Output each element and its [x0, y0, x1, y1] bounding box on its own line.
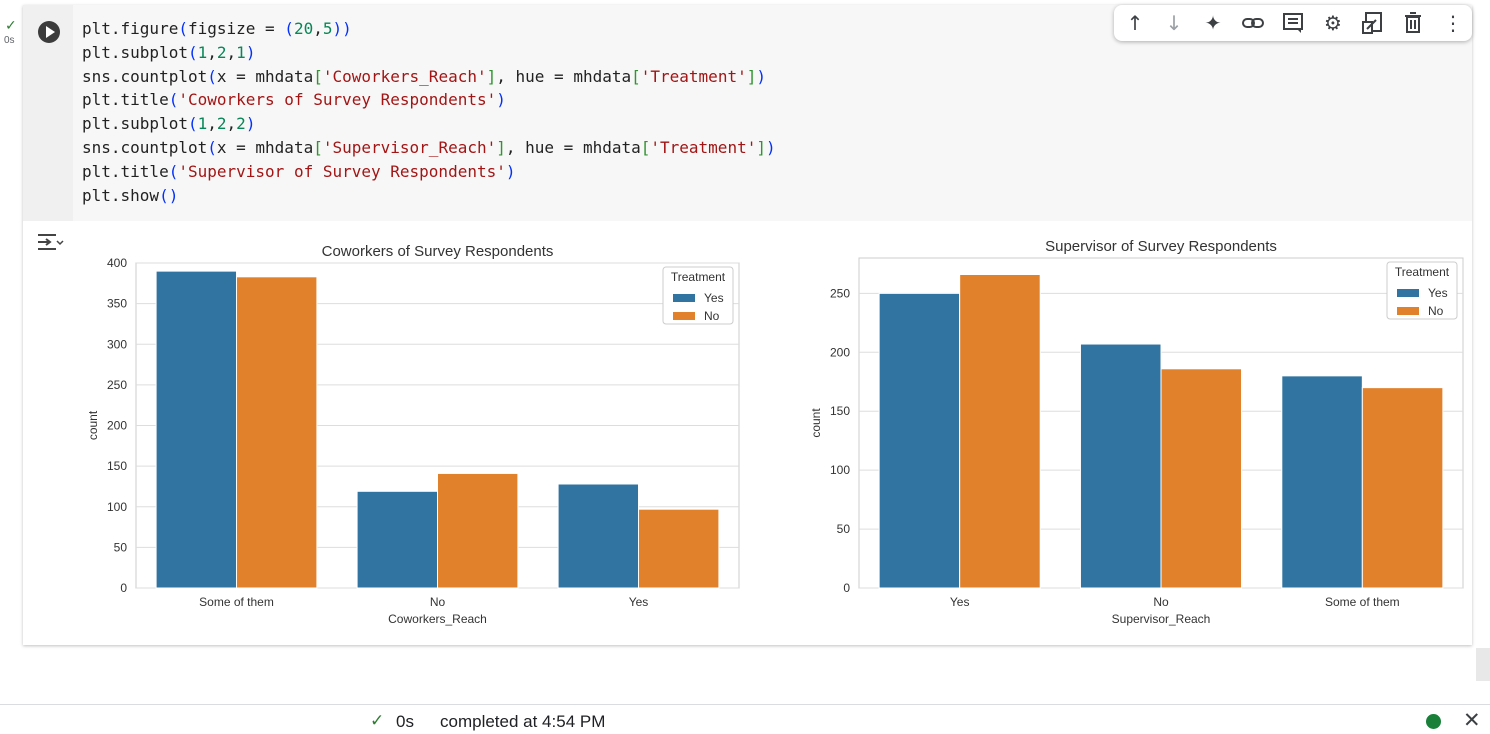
bar	[236, 276, 318, 589]
trash-icon[interactable]	[1400, 10, 1426, 36]
close-icon[interactable]: ✕	[1463, 708, 1481, 732]
arrow-down-icon[interactable]: ↓	[1165, 11, 1183, 35]
legend-swatch	[1397, 307, 1419, 315]
y-tick-label: 0	[843, 581, 850, 595]
x-tick-label: Some of them	[1325, 595, 1400, 609]
cell-toolbar: ↑ ↓ ✦ ⚙ ⋮	[1114, 5, 1472, 41]
y-tick-label: 100	[830, 463, 850, 477]
output-toggle-icon[interactable]	[36, 231, 64, 255]
run-cell-button[interactable]	[38, 21, 60, 43]
more-vert-icon[interactable]: ⋮	[1443, 11, 1463, 35]
x-tick-label: Yes	[950, 595, 970, 609]
bar	[638, 508, 720, 589]
legend-swatch	[1397, 289, 1419, 297]
exec-success-icon: ✓	[5, 18, 17, 34]
legend-label: No	[1428, 304, 1444, 318]
cell-gutter	[23, 5, 73, 221]
link-icon[interactable]	[1240, 10, 1266, 36]
code-line[interactable]: plt.subplot(1,2,1)	[82, 42, 256, 62]
y-tick-label: 100	[107, 500, 127, 514]
code-line[interactable]: sns.countplot(x = mhdata['Supervisor_Rea…	[82, 137, 776, 157]
legend-box	[662, 266, 734, 325]
x-tick-label: Some of them	[199, 595, 274, 609]
plot-output: 0 50 100 150 200 250 300 350 400 Some of them No Ye…	[86, 238, 1464, 626]
bar	[557, 483, 639, 589]
bar	[155, 270, 238, 589]
y-tick-label: 250	[107, 378, 127, 392]
x-tick-label: No	[1153, 595, 1169, 609]
code-editor[interactable]: plt.figure(figsize = (20,5)) plt.subplot…	[73, 5, 1472, 221]
legend-label: Yes	[1428, 286, 1448, 300]
y-tick-label: 350	[107, 297, 127, 311]
gear-icon[interactable]: ⚙	[1324, 11, 1342, 35]
y-tick-label: 250	[830, 286, 850, 300]
legend-swatch	[673, 312, 695, 320]
status-message: completed at 4:54 PM	[440, 712, 606, 731]
legend-title: Treatment	[671, 270, 726, 284]
y-tick-label: 50	[114, 540, 128, 554]
legend-swatch	[673, 294, 695, 302]
x-tick-label: Yes	[629, 595, 649, 609]
code-cell[interactable]: plt.figure(figsize = (20,5)) plt.subplot…	[23, 5, 1472, 645]
y-tick-label: 150	[107, 459, 127, 473]
y-tick-label: 200	[830, 345, 850, 359]
y-tick-label: 50	[837, 522, 851, 536]
bar	[878, 292, 961, 589]
x-axis-label: Coworkers_Reach	[388, 612, 487, 626]
code-line[interactable]: plt.title('Supervisor of Survey Responde…	[82, 161, 516, 181]
exec-time: 0s	[4, 35, 15, 46]
y-tick-label: 300	[107, 337, 127, 351]
bar	[1281, 375, 1363, 589]
bar	[1361, 387, 1444, 589]
y-tick-label: 0	[120, 581, 127, 595]
chart-title: Supervisor of Survey Respondents	[1045, 238, 1277, 255]
code-text[interactable]: plt.figure(figsize = (20,5)) plt.subplot…	[73, 5, 1472, 207]
bar	[959, 274, 1041, 589]
code-line[interactable]: plt.show()	[82, 185, 179, 205]
legend-label: No	[704, 309, 720, 323]
x-tick-label: No	[430, 595, 446, 609]
legend-title: Treatment	[1395, 265, 1450, 279]
code-line[interactable]: plt.subplot(1,2,2)	[82, 114, 256, 134]
connection-status-icon	[1426, 714, 1441, 729]
comment-icon[interactable]	[1280, 10, 1306, 36]
scrollbar-thumb[interactable]	[1476, 648, 1490, 681]
y-axis-label: count	[86, 410, 100, 440]
code-line[interactable]: sns.countplot(x = mhdata['Coworkers_Reac…	[82, 66, 766, 86]
bar	[1079, 343, 1162, 589]
x-axis-label: Supervisor_Reach	[1112, 612, 1211, 626]
bar	[1160, 368, 1243, 589]
y-tick-label: 400	[107, 256, 127, 270]
code-line[interactable]: plt.title('Coworkers of Survey Responden…	[82, 90, 506, 110]
status-time: 0s	[396, 712, 414, 731]
check-icon: ✓	[370, 711, 385, 731]
y-axis-label: count	[809, 408, 823, 438]
code-line[interactable]: plt.figure(figsize = (20,5))	[82, 19, 352, 38]
y-tick-label: 150	[830, 404, 850, 418]
bar	[356, 490, 439, 589]
y-tick-label: 200	[107, 419, 127, 433]
sparkle-icon[interactable]: ✦	[1204, 11, 1222, 35]
legend-label: Yes	[704, 291, 724, 305]
chart-title: Coworkers of Survey Respondents	[322, 243, 554, 260]
arrow-up-icon[interactable]: ↑	[1126, 11, 1144, 35]
bar	[437, 472, 519, 589]
status-bar: ✓ 0s completed at 4:54 PM ✕	[0, 704, 1490, 734]
mirror-cell-icon[interactable]	[1360, 10, 1386, 36]
legend-box	[1386, 261, 1458, 320]
